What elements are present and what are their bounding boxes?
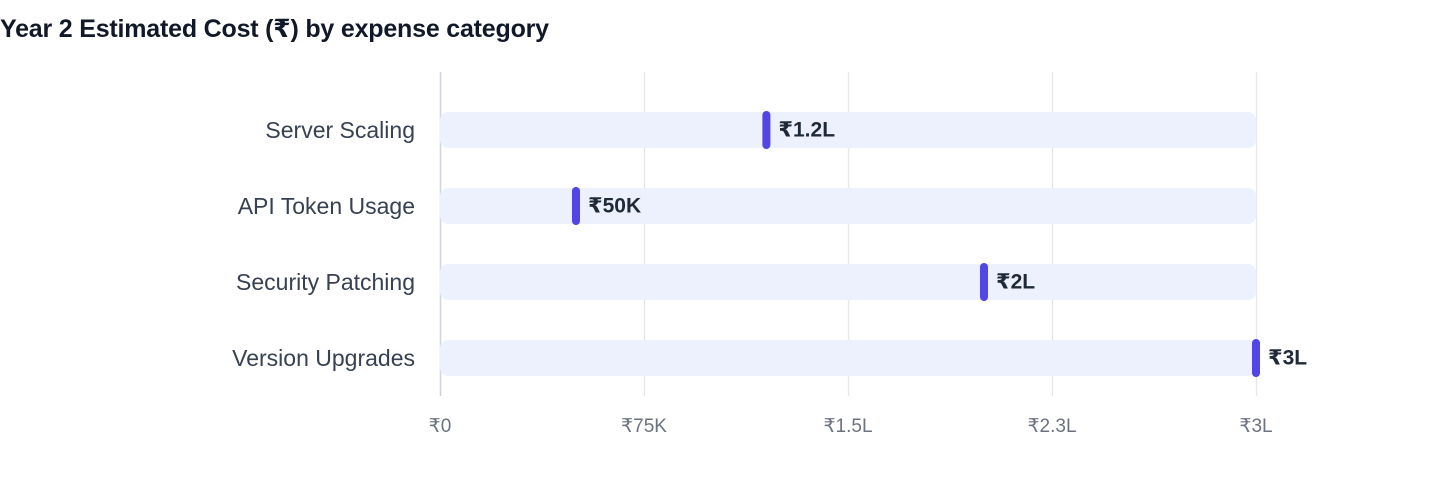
bar-track (440, 340, 1256, 376)
category-label: Server Scaling (265, 117, 415, 143)
bar-track (440, 188, 1256, 224)
x-tick-label: ₹0 (429, 416, 452, 437)
x-tick-label: ₹2.3L (1027, 416, 1076, 437)
data-label: ₹1.2L (778, 119, 835, 142)
data-label: ₹3L (1268, 347, 1307, 370)
bar-marker (762, 111, 771, 149)
data-label: ₹50K (588, 195, 641, 218)
category-label: API Token Usage (238, 193, 415, 219)
data-label: ₹2L (996, 271, 1035, 294)
bar-marker (980, 263, 988, 301)
category-label: Security Patching (236, 269, 415, 295)
chart-title: Year 2 Estimated Cost (₹) by expense cat… (0, 15, 549, 43)
bar-track (440, 112, 1256, 148)
bar-marker (572, 187, 580, 225)
category-label: Version Upgrades (232, 345, 415, 371)
x-tick-label: ₹3L (1239, 416, 1272, 437)
x-tick-label: ₹75K (621, 416, 667, 437)
bar-marker (1252, 339, 1260, 377)
x-tick-label: ₹1.5L (823, 416, 872, 437)
bar-track (440, 264, 1256, 300)
